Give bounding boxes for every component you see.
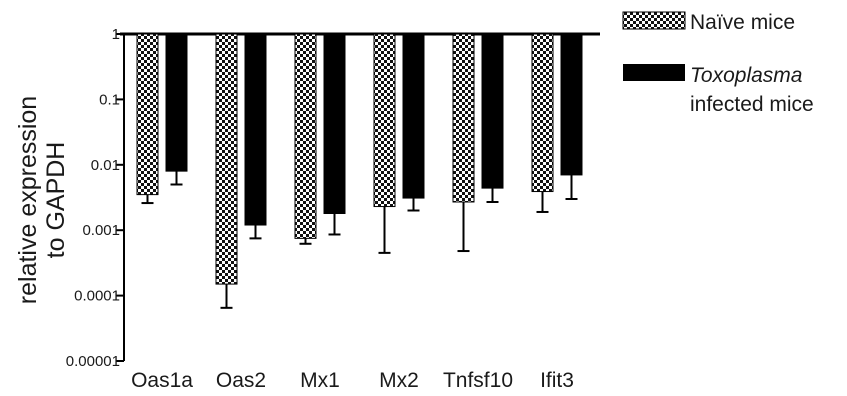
bar-infected xyxy=(560,33,583,176)
y-tick-label: 0.1 xyxy=(99,91,120,108)
bar-naive xyxy=(531,33,554,193)
x-tick-label: Mx1 xyxy=(300,369,340,391)
bar-infected xyxy=(323,33,346,215)
bar-naive xyxy=(215,33,238,285)
y-tick-label: 0.0001 xyxy=(74,288,120,305)
legend-label-infected-line1: Toxoplasma xyxy=(690,64,802,87)
bar-infected xyxy=(402,33,425,199)
x-tick-label: Tnfsf10 xyxy=(443,369,513,391)
bar-infected xyxy=(244,33,267,226)
x-tick-label: Ifit3 xyxy=(540,369,574,391)
legend-label-infected-line2: infected mice xyxy=(690,93,814,116)
bar-naive xyxy=(373,33,396,208)
legend-swatch-infected xyxy=(623,64,685,81)
x-tick-label: Oas1a xyxy=(131,369,193,391)
y-tick-label: 0.001 xyxy=(82,222,120,239)
legend-label-naive: Naïve mice xyxy=(690,11,795,34)
bar-naive xyxy=(452,33,475,203)
legend: Naïve mice Toxoplasma infected mice xyxy=(622,11,814,116)
y-axis-title-line2: to GAPDH xyxy=(42,142,70,259)
bar-naive xyxy=(294,33,317,239)
error-bars-group xyxy=(141,171,578,309)
y-tick-label: 0.00001 xyxy=(66,353,120,370)
bars-group xyxy=(136,33,583,285)
legend-swatch-naive xyxy=(622,11,686,30)
x-tick-label: Mx2 xyxy=(379,369,419,391)
y-tick-label: 1 xyxy=(112,26,120,43)
bar-naive xyxy=(136,33,159,196)
x-tick-labels: Oas1a Oas2 Mx1 Mx2 Tnfsf10 Ifit3 xyxy=(131,369,574,392)
y-axis-title-line1: relative expression xyxy=(14,96,42,304)
bar-infected xyxy=(165,33,188,172)
x-tick-label: Oas2 xyxy=(216,369,266,391)
y-ticks: 1 0.1 0.01 0.001 0.0001 0.00001 xyxy=(66,26,124,370)
bar-infected xyxy=(481,33,504,189)
y-tick-label: 0.01 xyxy=(91,157,120,174)
